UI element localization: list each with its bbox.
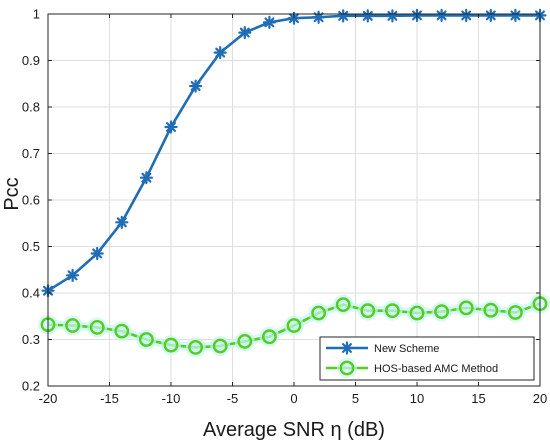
data-point <box>409 305 425 321</box>
data-point <box>483 302 499 318</box>
data-point <box>139 171 153 185</box>
data-point <box>212 338 228 354</box>
data-point <box>114 323 130 339</box>
data-point <box>459 8 473 22</box>
y-tick-label: 1 <box>33 7 40 22</box>
data-point <box>484 8 498 22</box>
data-point <box>434 304 449 319</box>
data-point <box>261 329 277 345</box>
legend: New Scheme HOS-based AMC Method <box>319 336 535 381</box>
data-point <box>286 318 302 333</box>
y-tick-label: 0.2 <box>22 379 40 394</box>
data-point <box>287 11 301 25</box>
x-tick-label: -5 <box>227 391 239 406</box>
y-tick-label: 0.7 <box>22 146 40 161</box>
x-tick-label: -10 <box>162 391 181 406</box>
y-axis-label: Pcc <box>1 177 23 210</box>
data-point <box>360 303 376 319</box>
legend-box <box>319 336 535 381</box>
legend-label: HOS-based AMC Method <box>374 363 498 375</box>
data-point <box>189 79 203 93</box>
data-point <box>238 26 252 40</box>
data-point <box>508 305 523 320</box>
legend-label: New Scheme <box>374 343 439 355</box>
data-point <box>163 337 179 353</box>
y-tick-label: 0.4 <box>22 286 40 301</box>
data-point <box>335 297 351 313</box>
x-tick-label: 10 <box>410 391 424 406</box>
x-tick-label: 15 <box>471 391 485 406</box>
data-point <box>138 332 154 347</box>
data-point <box>336 9 350 23</box>
legend-marker <box>339 360 355 376</box>
x-tick-label: -20 <box>39 391 58 406</box>
legend-marker <box>340 341 354 355</box>
x-tick-label: 5 <box>352 391 359 406</box>
data-point <box>164 120 178 134</box>
data-point <box>237 333 253 349</box>
y-tick-label: 0.3 <box>22 332 40 347</box>
y-tick-label: 0.6 <box>22 193 40 208</box>
data-point <box>458 300 474 316</box>
data-point <box>66 268 80 282</box>
data-point <box>262 15 276 29</box>
data-point <box>115 215 129 229</box>
y-tick-label: 0.5 <box>22 239 40 254</box>
ticks: -20 -15 -10 -5 0 5 10 15 20 0.2 0.3 0.4 0.5 0.6 0.7 0.8… <box>22 7 547 407</box>
data-point <box>312 10 326 24</box>
x-tick-label: 0 <box>290 391 297 406</box>
legend-item: New Scheme <box>326 341 439 355</box>
x-tick-label: -15 <box>100 391 119 406</box>
data-point <box>90 246 104 261</box>
y-tick-label: 0.9 <box>22 53 40 68</box>
data-point <box>385 9 399 23</box>
data-point <box>89 320 105 335</box>
data-point <box>508 8 522 22</box>
y-tick-label: 0.8 <box>22 100 40 115</box>
data-point <box>213 45 227 60</box>
legend-item: HOS-based AMC Method <box>326 358 498 378</box>
data-point <box>311 305 326 321</box>
x-axis-label: Average SNR η (dB) <box>203 419 385 441</box>
data-point <box>65 318 81 333</box>
data-point <box>384 303 400 319</box>
data-point <box>361 9 375 23</box>
data-point <box>435 8 449 22</box>
x-tick-label: 20 <box>533 391 547 406</box>
data-point <box>188 340 204 355</box>
